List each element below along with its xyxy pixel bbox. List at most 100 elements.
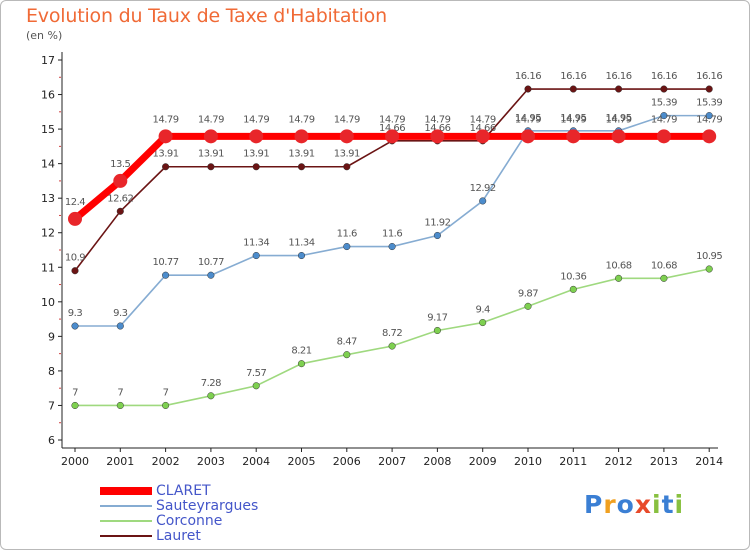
logo-letter: o [616, 490, 635, 519]
data-label-claret: 14.79 [379, 114, 405, 125]
logo-letter: t [661, 490, 675, 519]
chart-title: Evolution du Taux de Taxe d'Habitation [26, 5, 387, 27]
logo-letter: i [652, 490, 662, 519]
data-label-claret: 14.79 [560, 114, 586, 125]
data-point-lauret [569, 85, 577, 93]
legend: CLARET Sauteyrargues Corconne Lauret [100, 484, 360, 544]
x-tick-label: 2007 [378, 455, 406, 468]
data-label-sauteyrargues: 11.92 [424, 217, 450, 228]
data-point-corconne [388, 342, 396, 350]
data-label-corconne: 7 [117, 387, 123, 398]
data-label-sauteyrargues: 15.39 [696, 98, 722, 109]
data-point-corconne [297, 360, 306, 368]
data-label-claret: 14.79 [198, 114, 224, 125]
data-point-lauret [252, 163, 260, 171]
data-point-claret [158, 129, 173, 144]
data-label-claret: 14.79 [470, 114, 496, 125]
data-label-sauteyrargues: 14.95 [560, 113, 586, 124]
data-label-lauret: 13.91 [198, 149, 224, 160]
data-label-corconne: 9.87 [518, 288, 538, 299]
legend-swatch [100, 505, 152, 507]
x-tick-label: 2014 [695, 455, 723, 468]
data-label-claret: 14.79 [243, 114, 269, 125]
data-label-lauret: 13.91 [334, 149, 360, 160]
data-label-lauret: 16.16 [560, 71, 586, 82]
data-point-lauret [297, 163, 306, 171]
data-point-sauteyrargues [162, 271, 170, 279]
data-point-claret [249, 129, 264, 144]
data-label-corconne: 10.68 [606, 260, 632, 271]
data-label-claret: 14.79 [153, 114, 179, 125]
data-point-corconne [207, 392, 215, 400]
data-label-sauteyrargues: 11.6 [337, 229, 357, 240]
data-label-lauret: 14.66 [379, 123, 405, 134]
data-label-lauret: 14.66 [470, 123, 496, 134]
x-tick-label: 2004 [242, 455, 270, 468]
legend-swatch [100, 487, 152, 495]
data-label-corconne: 7 [163, 387, 169, 398]
data-label-lauret: 16.16 [696, 71, 722, 82]
data-label-sauteyrargues: 9.3 [68, 308, 83, 319]
data-point-sauteyrargues [297, 251, 306, 260]
data-point-sauteyrargues [388, 242, 396, 251]
data-label-claret: 14.79 [334, 114, 360, 125]
legend-item: CLARET [100, 484, 360, 499]
series-sauteyrargues: 9.3 9.3 10.77 10.77 11.34 11.34 11.6 11.6 11.92 1… [68, 98, 723, 330]
data-point-lauret [343, 163, 351, 171]
data-point-sauteyrargues [705, 112, 713, 120]
data-label-sauteyrargues: 14.95 [515, 113, 541, 124]
y-tick-label: 8 [48, 365, 55, 378]
x-tick-label: 2012 [605, 455, 633, 468]
data-label-corconne: 9.4 [475, 305, 490, 316]
data-label-claret: 14.79 [424, 114, 450, 125]
legend-swatch [100, 535, 152, 537]
data-label-corconne: 8.47 [337, 337, 357, 348]
legend-item: Sauteyrargues [100, 499, 360, 514]
x-tick-label: 2011 [559, 455, 587, 468]
data-label-claret: 14.79 [515, 114, 541, 125]
legend-label: Sauteyrargues [156, 498, 259, 514]
data-point-claret [385, 129, 400, 144]
data-label-corconne: 10.36 [560, 271, 586, 282]
data-point-claret [521, 129, 535, 144]
data-point-claret [68, 211, 82, 226]
data-point-claret [203, 129, 218, 144]
data-label-lauret: 16.16 [606, 71, 632, 82]
y-tick-label: 12 [41, 227, 55, 240]
data-point-sauteyrargues [343, 242, 351, 251]
data-label-lauret: 16.16 [515, 71, 541, 82]
data-point-claret [702, 129, 717, 144]
x-tick-label: 2009 [469, 455, 497, 468]
data-point-lauret [116, 207, 124, 215]
data-point-corconne [71, 401, 79, 410]
data-point-corconne [162, 401, 170, 410]
x-tick-label: 2008 [423, 455, 451, 468]
data-point-sauteyrargues [71, 322, 79, 330]
data-label-claret: 14.79 [288, 114, 314, 125]
data-point-sauteyrargues [116, 322, 124, 330]
legend-item: Corconne [100, 514, 360, 529]
data-point-lauret [162, 163, 170, 171]
y-tick-label: 6 [48, 434, 55, 447]
legend-label: Corconne [156, 513, 223, 529]
y-tick-label: 17 [41, 54, 55, 67]
data-point-lauret [615, 85, 623, 93]
x-tick-label: 2006 [333, 455, 361, 468]
y-tick-label: 9 [48, 330, 55, 343]
legend-label: Lauret [156, 528, 201, 544]
data-point-corconne [569, 285, 577, 293]
data-label-corconne: 7 [72, 387, 78, 398]
unit-label: (en %) [26, 29, 63, 42]
data-label-lauret: 10.9 [65, 253, 85, 264]
data-label-lauret: 16.16 [651, 71, 677, 82]
data-label-lauret: 13.91 [243, 149, 269, 160]
data-label-corconne: 8.21 [291, 346, 311, 357]
y-tick-label: 15 [41, 123, 55, 136]
data-point-sauteyrargues [660, 112, 668, 120]
data-label-claret: 14.79 [606, 114, 632, 125]
data-point-lauret [71, 267, 79, 275]
data-label-claret: 13.5 [110, 159, 130, 170]
data-label-claret: 14.79 [696, 114, 722, 125]
x-tick-label: 2002 [152, 455, 180, 468]
data-label-lauret: 14.66 [424, 123, 450, 134]
